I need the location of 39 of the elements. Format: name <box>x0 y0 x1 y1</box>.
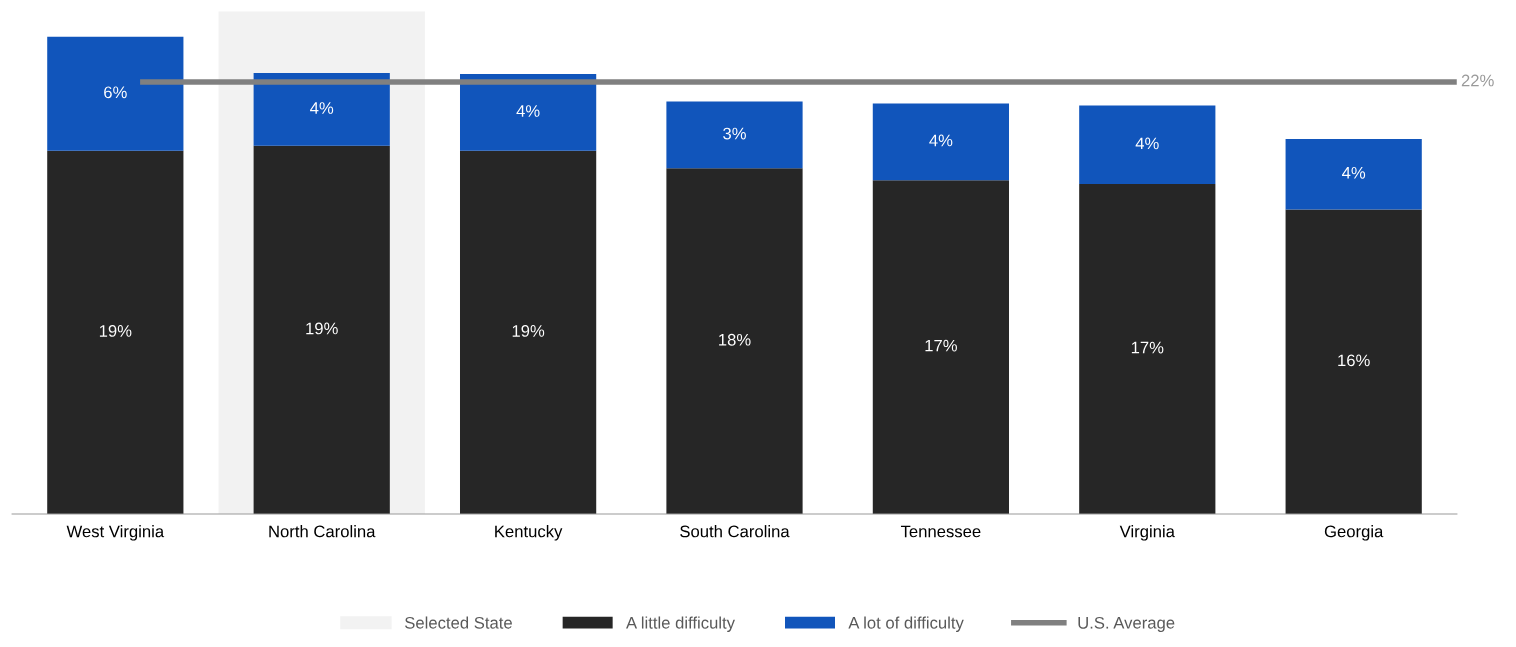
data-label: 17% <box>925 339 957 352</box>
bar <box>872 180 1009 514</box>
data-label: 4% <box>516 105 540 117</box>
bar <box>1285 138 1422 210</box>
bar <box>460 74 597 151</box>
bar <box>872 103 1009 181</box>
bar <box>47 36 184 151</box>
data-label: 3% <box>723 127 746 140</box>
x-tick-label: West Virginia <box>66 525 165 541</box>
data-label: 19% <box>306 322 338 335</box>
bar <box>460 150 597 514</box>
data-label: 19% <box>99 325 132 337</box>
data-label: 6% <box>104 86 127 99</box>
data-label: 17% <box>1131 341 1164 354</box>
bar <box>666 168 803 514</box>
x-tick-label: Tennessee <box>900 525 981 538</box>
data-label: 4% <box>1135 137 1159 150</box>
data-label: 18% <box>719 333 751 346</box>
text: 22% <box>1461 74 1494 87</box>
x-tick-label: Virginia <box>1119 525 1175 541</box>
legend-label: U.S. Average <box>1078 616 1175 632</box>
bar <box>1079 184 1216 514</box>
data-label: 4% <box>929 134 953 147</box>
x-tick-label: Kentucky <box>495 525 563 541</box>
bar <box>1285 209 1422 514</box>
data-label: 16% <box>1338 354 1370 367</box>
x-tick-label: Georgia <box>1324 525 1384 541</box>
legend-label: Selected State <box>405 616 512 629</box>
bar <box>1079 105 1216 185</box>
legend-label: A little difficulty <box>626 616 735 632</box>
bar <box>47 150 184 514</box>
bar <box>666 101 803 169</box>
data-label: 4% <box>310 102 334 114</box>
data-label: 4% <box>1342 166 1366 179</box>
legend-label: A lot of difficulty <box>848 616 964 632</box>
x-tick-label: South Carolina <box>680 525 790 538</box>
bar <box>253 145 390 514</box>
data-label: 19% <box>512 325 545 337</box>
x-tick-label: North Carolina <box>269 525 376 538</box>
